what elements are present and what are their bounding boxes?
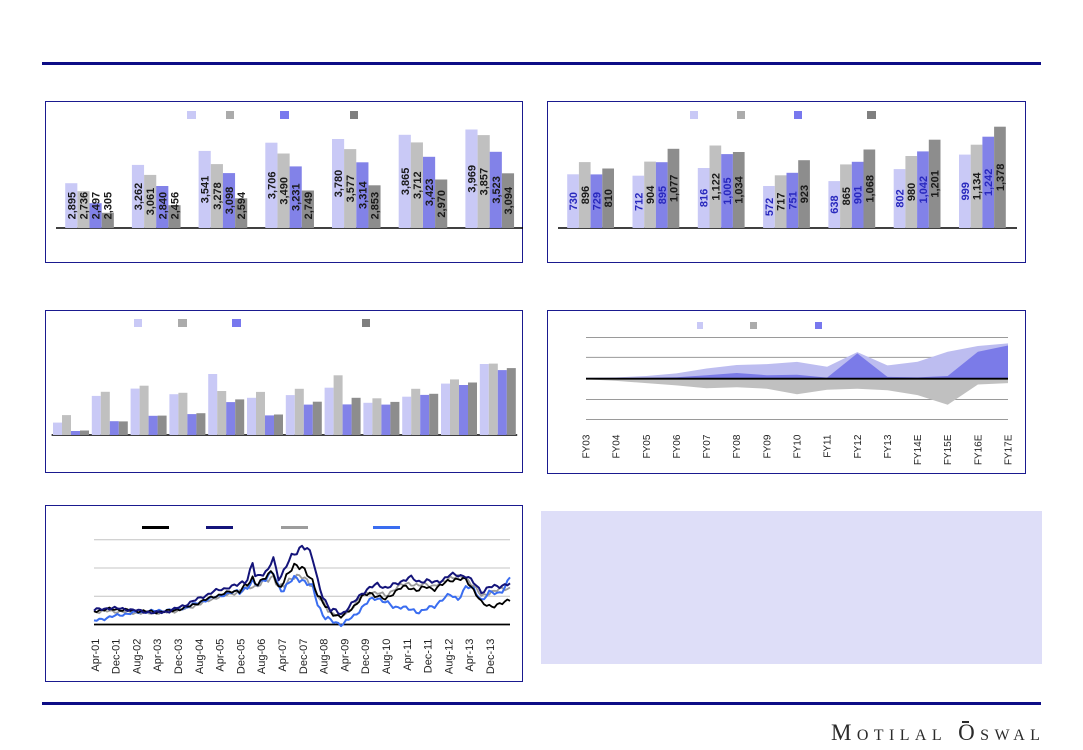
svg-text:3,262: 3,262	[133, 183, 145, 211]
svg-text:Aug-06: Aug-06	[256, 639, 268, 674]
svg-text:3,094: 3,094	[503, 186, 515, 214]
svg-text:2,594: 2,594	[236, 191, 248, 219]
svg-text:Apr-03: Apr-03	[152, 639, 164, 672]
svg-text:FY17E: FY17E	[1004, 434, 1015, 465]
svg-text:1,201: 1,201	[930, 170, 942, 198]
svg-text:816: 816	[699, 189, 711, 207]
svg-text:3,865: 3,865	[400, 168, 412, 196]
svg-text:Dec-09: Dec-09	[360, 639, 372, 674]
svg-text:2,497: 2,497	[91, 192, 103, 220]
svg-text:FY03: FY03	[582, 434, 593, 458]
svg-text:999: 999	[960, 182, 972, 200]
svg-text:Apr-11: Apr-11	[402, 639, 414, 671]
svg-text:1,122: 1,122	[710, 173, 722, 201]
svg-text:Aug-02: Aug-02	[131, 639, 143, 674]
svg-text:3,231: 3,231	[291, 183, 303, 211]
svg-text:729: 729	[591, 192, 603, 210]
svg-text:865: 865	[841, 187, 853, 205]
svg-text:FY08: FY08	[732, 434, 743, 458]
svg-text:3,541: 3,541	[200, 176, 212, 204]
svg-text:Dec-03: Dec-03	[173, 639, 185, 674]
svg-text:1,077: 1,077	[668, 175, 680, 203]
svg-text:901: 901	[853, 186, 865, 204]
svg-text:FY06: FY06	[672, 434, 683, 458]
svg-text:Dec-13: Dec-13	[485, 639, 497, 674]
svg-text:712: 712	[633, 193, 645, 211]
svg-text:3,706: 3,706	[266, 172, 278, 200]
svg-text:Aug-12: Aug-12	[443, 639, 455, 674]
svg-text:2,853: 2,853	[370, 192, 382, 220]
svg-text:3,523: 3,523	[491, 176, 503, 204]
svg-text:638: 638	[829, 195, 841, 213]
svg-text:FY11: FY11	[823, 434, 834, 458]
svg-text:FY05: FY05	[642, 434, 653, 458]
svg-text:FY10: FY10	[793, 434, 804, 458]
svg-text:3,969: 3,969	[467, 165, 479, 193]
svg-text:1,005: 1,005	[722, 177, 734, 205]
svg-text:3,712: 3,712	[412, 171, 424, 199]
svg-text:FY09: FY09	[762, 434, 773, 458]
svg-text:2,305: 2,305	[103, 192, 115, 220]
svg-text:3,577: 3,577	[345, 175, 357, 203]
svg-text:2,456: 2,456	[169, 192, 181, 220]
svg-text:3,314: 3,314	[357, 181, 369, 209]
svg-text:3,098: 3,098	[224, 187, 236, 215]
svg-text:980: 980	[906, 183, 918, 201]
svg-text:3,857: 3,857	[479, 168, 491, 196]
svg-text:896: 896	[580, 186, 592, 204]
svg-text:1,134: 1,134	[972, 172, 984, 200]
svg-text:3,278: 3,278	[212, 182, 224, 210]
svg-text:FY15E: FY15E	[943, 434, 954, 465]
svg-text:Aug-04: Aug-04	[194, 639, 206, 674]
svg-text:FY07: FY07	[702, 434, 713, 458]
svg-text:2,749: 2,749	[303, 192, 315, 220]
svg-text:2,840: 2,840	[157, 192, 169, 220]
svg-text:Apr-07: Apr-07	[277, 639, 289, 672]
svg-text:1,034: 1,034	[734, 175, 746, 203]
svg-text:Apr-09: Apr-09	[339, 639, 351, 672]
svg-text:572: 572	[764, 198, 776, 216]
svg-text:751: 751	[787, 191, 799, 209]
svg-text:1,378: 1,378	[995, 164, 1007, 192]
svg-text:895: 895	[657, 186, 669, 204]
svg-text:2,736: 2,736	[78, 192, 90, 220]
svg-text:FY04: FY04	[612, 434, 623, 458]
svg-text:Apr-01: Apr-01	[90, 639, 102, 672]
svg-text:FY14E: FY14E	[913, 434, 924, 465]
svg-text:717: 717	[776, 193, 788, 211]
svg-text:Dec-05: Dec-05	[235, 639, 247, 674]
svg-text:FY12: FY12	[853, 434, 864, 458]
svg-text:Aug-08: Aug-08	[319, 639, 331, 674]
svg-text:3,780: 3,780	[333, 170, 345, 198]
svg-text:1,042: 1,042	[918, 176, 930, 204]
svg-text:2,895: 2,895	[66, 192, 78, 220]
svg-text:FY13: FY13	[883, 434, 894, 458]
svg-text:FY16E: FY16E	[973, 434, 984, 465]
svg-text:730: 730	[568, 192, 580, 210]
svg-text:1,068: 1,068	[864, 175, 876, 203]
svg-text:Dec-11: Dec-11	[423, 639, 435, 674]
svg-text:Apr-05: Apr-05	[215, 639, 227, 672]
svg-text:802: 802	[895, 189, 907, 207]
svg-text:810: 810	[603, 189, 615, 207]
svg-text:Aug-10: Aug-10	[381, 639, 393, 674]
svg-text:1,242: 1,242	[983, 169, 995, 197]
svg-text:904: 904	[645, 185, 657, 204]
svg-text:Dec-07: Dec-07	[298, 639, 310, 674]
svg-text:2,970: 2,970	[436, 190, 448, 218]
svg-text:923: 923	[799, 185, 811, 203]
svg-text:3,490: 3,490	[279, 177, 291, 205]
svg-text:3,061: 3,061	[145, 188, 157, 216]
svg-text:Apr-13: Apr-13	[464, 639, 476, 672]
svg-text:3,423: 3,423	[424, 179, 436, 207]
svg-text:Dec-01: Dec-01	[111, 639, 123, 674]
